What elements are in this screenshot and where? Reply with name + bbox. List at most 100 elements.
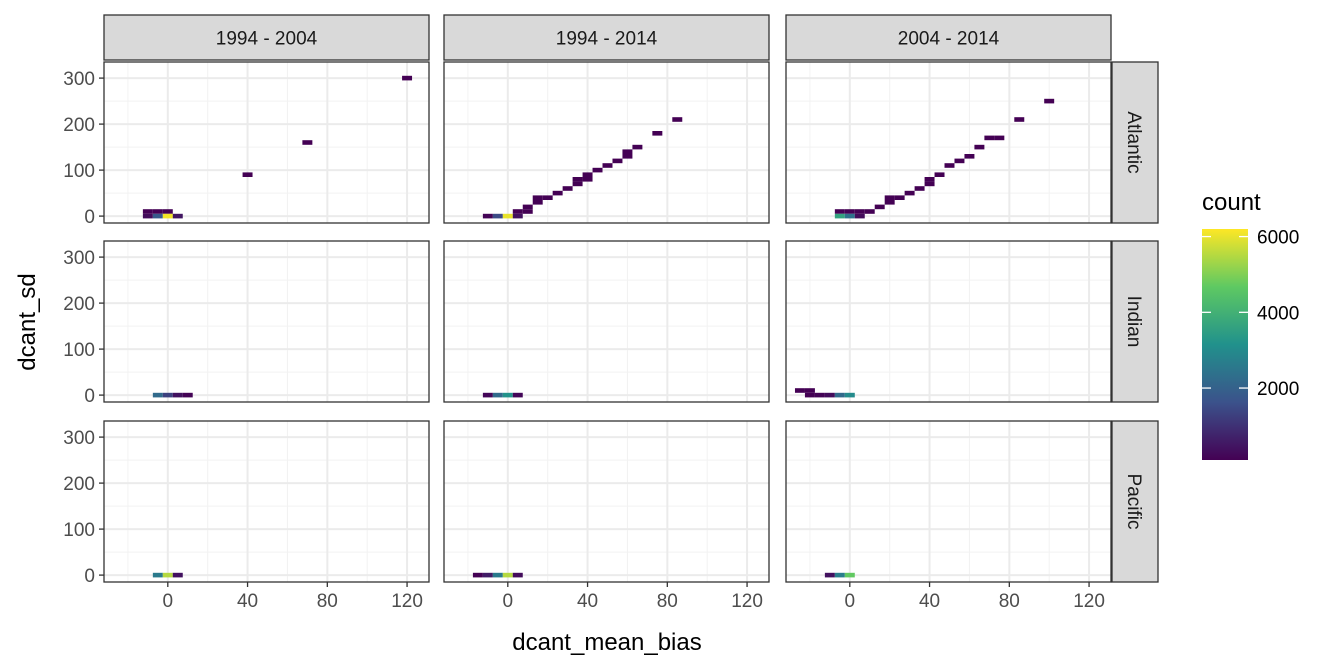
column-strip-label: 2004 - 2014 xyxy=(898,29,1000,50)
y-tick-label: 100 xyxy=(63,340,95,361)
heatmap-bin xyxy=(844,209,855,214)
colorbar-tick-label: 2000 xyxy=(1257,379,1299,400)
heatmap-bin xyxy=(964,154,975,159)
heatmap-bin xyxy=(652,131,663,136)
heatmap-bin xyxy=(162,392,173,398)
heatmap-bin xyxy=(152,209,163,214)
gridlines xyxy=(786,62,1111,223)
row-strip-label: Indian xyxy=(1123,296,1144,348)
heatmap-bin xyxy=(632,144,643,150)
heatmap-bin xyxy=(804,392,815,398)
panel-background xyxy=(444,62,769,223)
heatmap-bin xyxy=(522,204,533,210)
y-tick-label: 300 xyxy=(63,248,95,269)
x-tick-label: 0 xyxy=(845,591,856,612)
panel-border xyxy=(103,420,430,583)
facet-panel xyxy=(103,61,430,224)
heatmap-bin xyxy=(834,213,845,219)
heatmap-bin xyxy=(242,172,253,177)
y-tick-label: 200 xyxy=(63,115,95,136)
heatmap-bin xyxy=(502,392,513,398)
row-strip xyxy=(1111,61,1159,224)
heatmap-bin xyxy=(522,209,533,214)
x-tick-label: 0 xyxy=(163,591,174,612)
heatmap-bin xyxy=(1014,117,1025,122)
heatmap-bin xyxy=(572,181,583,187)
colorbar-tick-label: 6000 xyxy=(1257,228,1299,249)
panel-background xyxy=(444,421,769,582)
heatmap-bin xyxy=(162,572,173,578)
heatmap-bin xyxy=(172,392,183,398)
heatmap-bin xyxy=(482,213,493,219)
panel-background xyxy=(786,62,1111,223)
x-tick-label: 40 xyxy=(919,591,940,612)
heatmap-bin xyxy=(602,163,613,168)
facet-panel xyxy=(785,240,1112,403)
heatmap-bin xyxy=(482,392,493,398)
bins xyxy=(152,572,183,578)
heatmap-bin xyxy=(984,135,995,141)
heatmap-bin xyxy=(532,195,543,200)
facet-panel xyxy=(785,61,1112,224)
y-axis-title: dcant_sd xyxy=(14,273,41,370)
bins xyxy=(142,75,413,219)
facet-panel xyxy=(785,420,1112,583)
bins xyxy=(152,392,193,398)
bins xyxy=(472,572,523,578)
panel-border xyxy=(443,61,770,224)
heatmap-bin xyxy=(904,190,915,196)
heatmap-bin xyxy=(512,213,523,219)
gridlines xyxy=(786,421,1111,582)
heatmap-bin xyxy=(502,572,513,578)
heatmap-bin xyxy=(492,213,503,219)
heatmap-bin xyxy=(894,195,905,200)
heatmap-bin xyxy=(814,392,825,398)
panel-border xyxy=(443,240,770,403)
heatmap-bin xyxy=(142,209,153,214)
heatmap-bin xyxy=(924,177,935,182)
gridlines xyxy=(104,421,429,582)
y-tick-label: 0 xyxy=(84,207,95,228)
heatmap-bin xyxy=(552,190,563,196)
panel-background xyxy=(786,421,1111,582)
y-tick-label: 0 xyxy=(84,386,95,407)
x-tick-label: 120 xyxy=(391,591,423,612)
column-strip-label: 1994 - 2004 xyxy=(216,29,318,50)
facet-panel xyxy=(443,61,770,224)
heatmap-bin xyxy=(854,209,865,214)
heatmap-bin xyxy=(994,135,1005,141)
panel-background xyxy=(444,241,769,402)
heatmap-bin xyxy=(562,186,573,191)
heatmap-bin xyxy=(592,167,603,173)
heatmap-bin xyxy=(582,172,593,177)
panel-border xyxy=(103,240,430,403)
heatmap-bin xyxy=(672,117,683,122)
x-tick-label: 40 xyxy=(577,591,598,612)
heatmap-bin xyxy=(834,572,845,578)
x-tick-label: 120 xyxy=(731,591,763,612)
bins xyxy=(482,392,523,398)
heatmap-bin xyxy=(934,172,945,177)
row-strip-label: Pacific xyxy=(1123,474,1144,530)
heatmap-bin xyxy=(492,392,503,398)
x-axis-title: dcant_mean_bias xyxy=(512,629,701,656)
bins xyxy=(794,388,855,398)
facet-panel xyxy=(443,240,770,403)
colorbar xyxy=(1202,229,1248,460)
facet-panel xyxy=(103,420,430,583)
column-strip-label: 1994 - 2014 xyxy=(556,29,658,50)
x-tick-label: 0 xyxy=(503,591,514,612)
facet-panel xyxy=(443,420,770,583)
panel-background xyxy=(104,421,429,582)
x-tick-label: 120 xyxy=(1073,591,1105,612)
heatmap-bin xyxy=(472,572,483,578)
gridlines xyxy=(444,62,769,223)
x-tick-label: 80 xyxy=(317,591,338,612)
heatmap-bin xyxy=(152,213,163,219)
heatmap-bin xyxy=(824,392,835,398)
heatmap-bin xyxy=(612,158,623,164)
panel-background xyxy=(786,241,1111,402)
heatmap-bin xyxy=(162,213,173,219)
heatmap-bin xyxy=(142,213,153,219)
heatmap-bin xyxy=(302,140,313,145)
